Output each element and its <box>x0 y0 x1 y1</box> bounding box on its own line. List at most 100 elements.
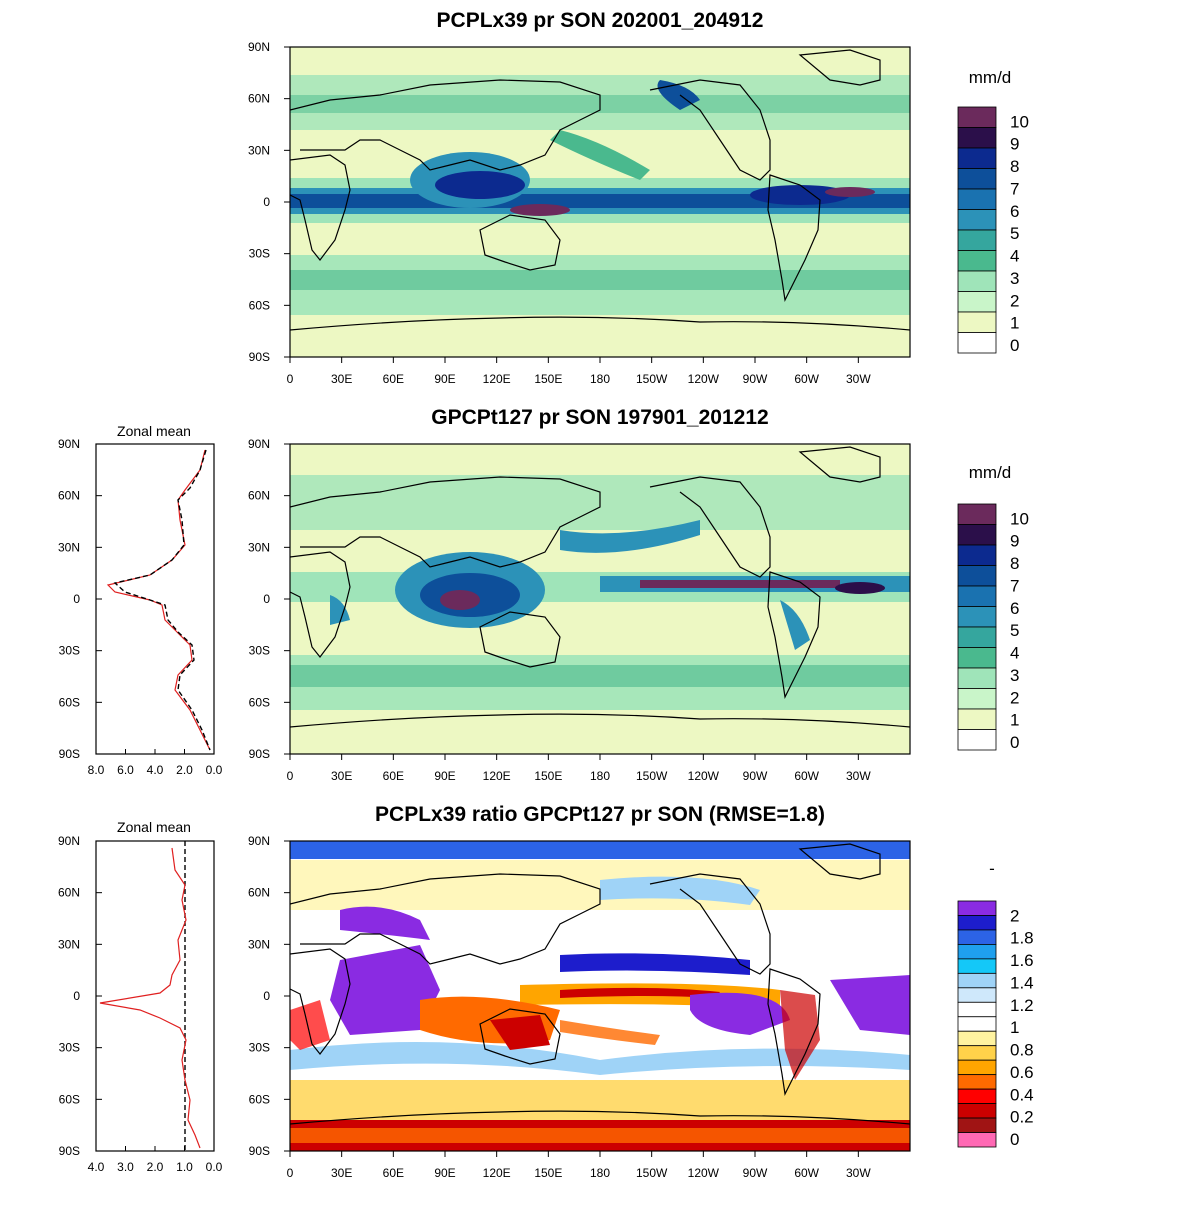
colorbar-label: 3 <box>1010 666 1019 685</box>
lon-tick-label: 120E <box>483 1166 511 1180</box>
colorbar-swatch <box>957 958 997 974</box>
colorbar-swatch <box>957 229 997 251</box>
lat-tick-label: 90N <box>248 40 270 54</box>
lon-tick-label: 30W <box>846 769 871 783</box>
colorbar-swatch <box>957 915 997 931</box>
colorbar-label: 2 <box>1010 906 1019 925</box>
lon-tick-label: 150W <box>636 769 668 783</box>
zonal-x-tick-label: 8.0 <box>88 763 105 777</box>
zonal-lat-tick-label: 30N <box>58 540 80 554</box>
zonal-lat-tick-label: 90S <box>59 747 80 761</box>
colorbar-swatch <box>957 708 997 730</box>
colorbar-swatch <box>957 168 997 190</box>
zonal-x-tick-label: 1.0 <box>176 1160 193 1174</box>
panel3-title: PCPLx39 ratio GPCPt127 pr SON (RMSE=1.8) <box>375 803 825 826</box>
zonal-mean-curve-obs-2 <box>113 449 211 751</box>
panel1-title: PCPLx39 pr SON 202001_204912 <box>437 9 764 32</box>
lon-tick-label: 120E <box>483 769 511 783</box>
zonal-x-tick-label: 0.0 <box>206 1160 223 1174</box>
panel3-lat-ticks: 90N 60N 30N 0 30S 60S 90S <box>248 834 290 1158</box>
lon-tick-label: 60W <box>794 769 819 783</box>
colorbar-swatch <box>957 1074 997 1090</box>
colorbar-label: 8 <box>1010 157 1019 176</box>
zonal-lat-tick-label: 30S <box>59 1041 80 1055</box>
colorbar-label: 0 <box>1010 1130 1019 1149</box>
colorbar-label: 0 <box>1010 336 1019 355</box>
panel2-colorbar-unit: mm/d <box>969 463 1012 482</box>
panel1-lon-ticks: 0 30E 60E 90E 120E 150E 180 150W 120W 90W 60W 30W <box>287 357 871 386</box>
zonal-lat-tick-label: 90S <box>59 1144 80 1158</box>
lat-tick-label: 60N <box>248 886 270 900</box>
colorbar-label: 5 <box>1010 621 1019 640</box>
colorbar-swatch <box>957 311 997 333</box>
zonal-lat-tick-label: 30S <box>59 644 80 658</box>
zonal-x-tick-label: 6.0 <box>117 763 134 777</box>
lon-tick-label: 150E <box>534 372 562 386</box>
colorbar-swatch <box>957 127 997 149</box>
colorbar-label: 7 <box>1010 576 1019 595</box>
zonal-x-tick-label: 3.0 <box>117 1160 134 1174</box>
colorbar-label: 0.4 <box>1010 1085 1034 1104</box>
lat-tick-label: 90S <box>249 1144 270 1158</box>
lon-tick-label: 60W <box>794 1166 819 1180</box>
colorbar-swatch <box>957 585 997 607</box>
colorbar-swatch <box>957 972 997 989</box>
lat-tick-label: 60S <box>249 298 270 312</box>
colorbar-swatch <box>957 944 997 960</box>
lat-tick-label: 30S <box>249 247 270 261</box>
lon-tick-label: 30E <box>331 372 352 386</box>
lon-tick-label: 30E <box>331 1166 352 1180</box>
zonal-lat-tick-label: 60N <box>58 489 80 503</box>
lon-tick-label: 60E <box>383 372 404 386</box>
colorbar-swatch <box>957 270 997 292</box>
lon-tick-label: 0 <box>287 769 294 783</box>
colorbar-swatch <box>957 147 997 169</box>
lon-tick-label: 90W <box>743 1166 768 1180</box>
colorbar-swatch <box>957 987 997 1003</box>
zonal-x-tick-label: 4.0 <box>88 1160 105 1174</box>
lat-tick-label: 90S <box>249 747 270 761</box>
zonal-mean-lat-ticks-2: 90N 60N 30N 0 30S 60S 90S <box>58 437 102 761</box>
colorbar-swatch <box>957 1117 997 1133</box>
colorbar-swatch <box>957 1016 997 1032</box>
lon-tick-label: 90E <box>434 769 455 783</box>
colorbar-label: 6 <box>1010 599 1019 618</box>
colorbar-label: 2 <box>1010 688 1019 707</box>
zonal-mean-frame-2 <box>95 443 215 755</box>
lon-tick-label: 120W <box>688 1166 720 1180</box>
colorbar-swatch <box>957 250 997 272</box>
colorbar-swatch <box>957 188 997 210</box>
lat-tick-label: 90S <box>249 350 270 364</box>
colorbar-label: 5 <box>1010 224 1019 243</box>
lon-tick-label: 180 <box>590 769 610 783</box>
colorbar-swatch <box>957 606 997 628</box>
lat-tick-label: 0 <box>263 592 270 606</box>
lon-tick-label: 90E <box>434 372 455 386</box>
lat-tick-label: 30N <box>248 143 270 157</box>
colorbar-label: 10 <box>1010 112 1029 131</box>
colorbar-swatch <box>957 209 997 231</box>
zonal-mean-curve-3 <box>99 847 201 1149</box>
zonal-lat-tick-label: 60N <box>58 886 80 900</box>
panel2-lat-ticks: 90N 60N 30N 0 30S 60S 90S <box>248 437 290 761</box>
colorbar-label: 0.2 <box>1010 1108 1034 1127</box>
zonal-mean-x-ticks-3: 4.0 3.0 2.0 1.0 0.0 <box>88 1146 223 1174</box>
colorbar-swatch <box>957 667 997 689</box>
lon-tick-label: 120W <box>688 769 720 783</box>
colorbar-swatch <box>957 106 997 128</box>
colorbar-label: 2 <box>1010 291 1019 310</box>
lat-tick-label: 60N <box>248 489 270 503</box>
lon-tick-label: 180 <box>590 372 610 386</box>
zonal-lat-tick-label: 0 <box>73 989 80 1003</box>
colorbar-swatch <box>957 1030 997 1047</box>
colorbar-swatch <box>957 626 997 648</box>
lon-tick-label: 30W <box>846 372 871 386</box>
colorbar-swatch <box>957 291 997 313</box>
lon-tick-label: 150W <box>636 372 668 386</box>
colorbar-label: 1.6 <box>1010 951 1034 970</box>
lon-tick-label: 60E <box>383 1166 404 1180</box>
panel1-map <box>290 47 910 357</box>
zonal-x-tick-label: 2.0 <box>176 763 193 777</box>
